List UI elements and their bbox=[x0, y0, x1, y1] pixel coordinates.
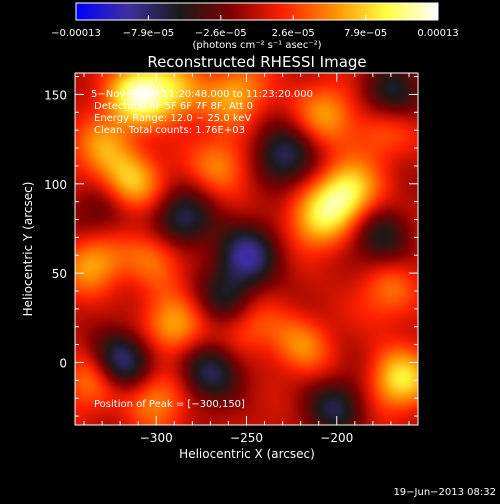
annotation-detectors: Detectors: 4F 5F 6F 7F 8F, Att 0 bbox=[94, 101, 253, 112]
colorbar-tick-label: 2.6e−05 bbox=[272, 28, 315, 39]
x-tick-label: −250 bbox=[230, 431, 263, 445]
colorbar-tick-label: 0.00013 bbox=[417, 28, 458, 39]
chart-title: Reconstructed RHESSI Image bbox=[147, 53, 366, 71]
x-axis-label: Heliocentric X (arcsec) bbox=[179, 447, 315, 461]
colorbar: −0.00013 −7.9e−05 −2.6e−05 2.6e−05 7.9e−05 0.… bbox=[51, 2, 459, 51]
colorbar-tick-label: −7.9e−05 bbox=[123, 28, 175, 39]
x-tick-label: −300 bbox=[140, 431, 173, 445]
footer-date: 19−Jun−2013 08:32 bbox=[393, 487, 496, 498]
annotation-energy: Energy Range: 12.0 − 25.0 keV bbox=[94, 113, 251, 124]
peak-position-label: Position of Peak = [−300,150] bbox=[94, 399, 245, 410]
annotation-block: 5−Nov−2004 11:20:48.000 to 11:23:20.000 … bbox=[91, 89, 313, 136]
annotation-counts: Clean. Total counts: 1.76E+03 bbox=[94, 125, 245, 136]
colorbar-tick-label: 7.9e−05 bbox=[344, 28, 387, 39]
y-tick-label: 50 bbox=[52, 267, 67, 281]
annotation-time: 5−Nov−2004 11:20:48.000 to 11:23:20.000 bbox=[91, 89, 313, 100]
heatmap-image bbox=[75, 73, 418, 425]
colorbar-tick-label: −0.00013 bbox=[51, 28, 101, 39]
x-tick-label: −200 bbox=[320, 431, 353, 445]
colorbar-unit-label: (photons cm⁻² s⁻¹ asec⁻²) bbox=[192, 40, 321, 51]
plot-area: −300 −250 −200 0 50 100 150 bbox=[44, 72, 419, 445]
colorbar-ticks: −0.00013 −7.9e−05 −2.6e−05 2.6e−05 7.9e−05 0.… bbox=[51, 15, 459, 39]
axis-ticks: −300 −250 −200 0 50 100 150 bbox=[44, 73, 418, 445]
y-tick-label: 0 bbox=[59, 356, 67, 370]
colorbar-frame bbox=[75, 2, 439, 21]
colorbar-gradient bbox=[76, 3, 438, 20]
y-tick-label: 100 bbox=[44, 178, 67, 192]
colorbar-tick-label: −2.6e−05 bbox=[195, 28, 247, 39]
y-tick-label: 150 bbox=[44, 88, 67, 102]
y-axis-label: Heliocentric Y (arcsec) bbox=[21, 182, 35, 317]
